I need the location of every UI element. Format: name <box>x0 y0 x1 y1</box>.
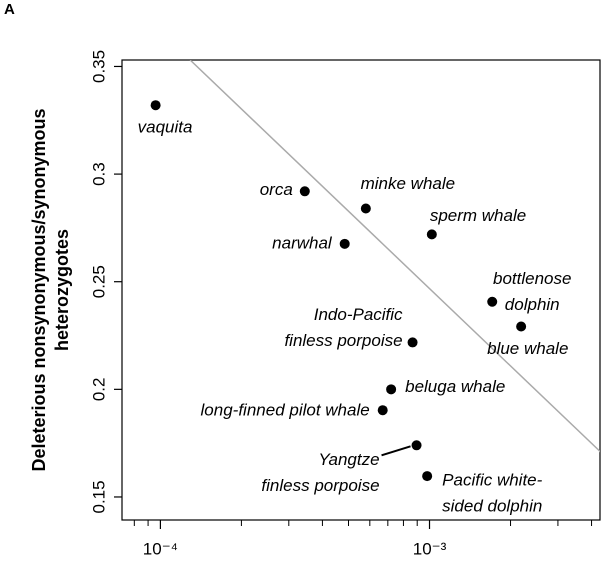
point-label: dolphin <box>505 295 560 314</box>
point <box>411 440 422 451</box>
point-label: orca <box>260 180 293 199</box>
point-label: Indo-Pacific <box>314 305 403 324</box>
point-label: narwhal <box>272 233 333 252</box>
point-label: minke whale <box>361 174 456 193</box>
point-label: long-finned pilot whale <box>201 401 370 420</box>
panel-label: A <box>4 1 15 18</box>
x-tick-label: 10⁻⁴ <box>143 539 178 558</box>
point <box>487 296 498 307</box>
point <box>360 203 371 214</box>
point <box>299 186 310 197</box>
y-tick-label: 0.3 <box>89 162 108 186</box>
point <box>386 384 397 395</box>
reference-line <box>189 60 600 453</box>
point <box>377 405 388 416</box>
y-tick-label: 0.15 <box>89 480 108 513</box>
point <box>407 337 418 348</box>
point-label: finless porpoise <box>284 331 402 350</box>
point-label: sperm whale <box>430 206 526 225</box>
point-label: blue whale <box>487 339 568 358</box>
y-tick-label: 0.25 <box>89 265 108 298</box>
point-label: vaquita <box>138 118 193 137</box>
point <box>150 100 161 111</box>
point-label: bottlenose <box>493 269 571 288</box>
point <box>339 238 350 249</box>
y-tick-label: 0.35 <box>89 50 108 83</box>
point <box>422 471 433 482</box>
point <box>426 229 437 240</box>
y-tick-label: 0.2 <box>89 378 108 402</box>
y-axis-label: Deleterious nonsynonymous/synonymous <box>29 108 49 471</box>
plot-frame <box>121 59 601 521</box>
point-label: sided dolphin <box>442 497 542 516</box>
point-label: beluga whale <box>405 377 505 396</box>
point-label: Pacific white- <box>442 471 542 490</box>
x-tick-label: 10⁻³ <box>413 539 447 558</box>
point-label: finless porpoise <box>261 476 379 495</box>
y-axis-label: heterozygotes <box>52 229 72 351</box>
point-label: Yangtze <box>318 450 379 469</box>
leader-line <box>381 445 411 457</box>
point <box>516 321 527 332</box>
